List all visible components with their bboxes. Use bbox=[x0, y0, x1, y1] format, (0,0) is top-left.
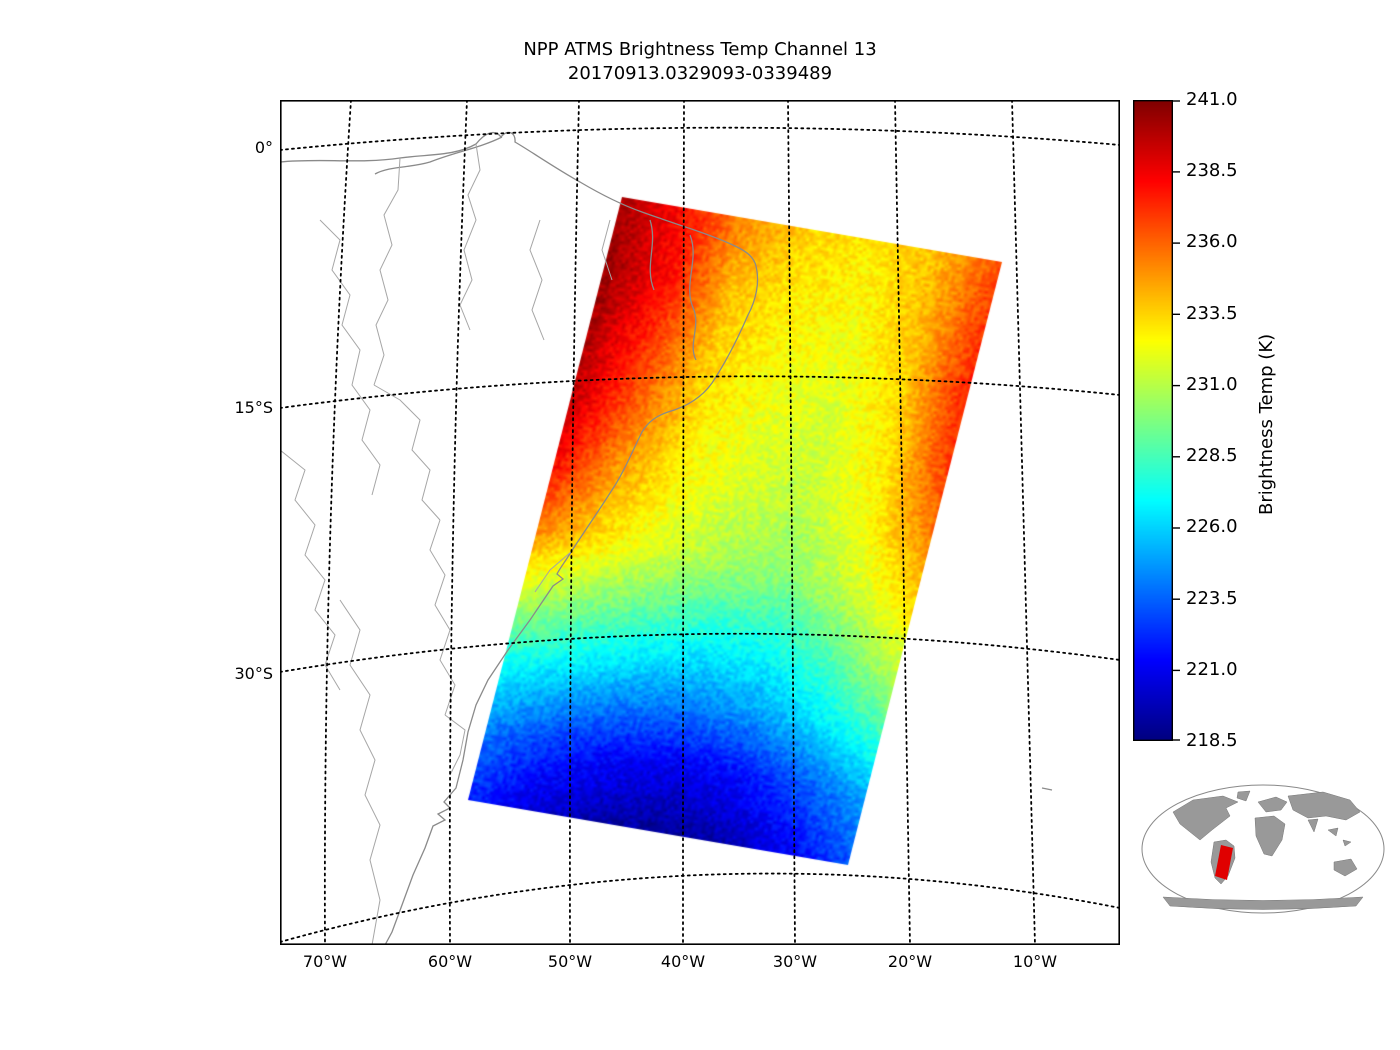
continent-europe bbox=[1257, 796, 1288, 813]
continent-north-america bbox=[1172, 795, 1239, 841]
map-overlay bbox=[280, 100, 1120, 945]
lon-gridline-70w bbox=[323, 100, 352, 945]
lat-tick-15s: 15°S bbox=[234, 398, 273, 417]
lon-tick-10w: 10°W bbox=[1012, 952, 1058, 971]
lon-tick-20w: 20°W bbox=[887, 952, 933, 971]
amazon-river-path bbox=[374, 136, 503, 175]
cb-tick-241: 241.0 bbox=[1186, 89, 1238, 110]
chart-subtitle: 20170913.0329093-0339489 bbox=[567, 63, 833, 84]
cb-tick-223-5: 223.5 bbox=[1186, 588, 1238, 609]
continent-australia bbox=[1333, 858, 1358, 877]
cb-tick-221: 221.0 bbox=[1186, 659, 1238, 680]
lon-gridline-50w bbox=[569, 100, 580, 945]
river-path bbox=[649, 219, 655, 291]
coastline-path bbox=[280, 131, 759, 945]
country-borders bbox=[280, 143, 613, 945]
border-path bbox=[444, 714, 466, 776]
border-path bbox=[319, 219, 381, 496]
continent-se-asia bbox=[1327, 827, 1339, 837]
colorbar-tick-marks bbox=[1173, 100, 1180, 741]
border-path bbox=[429, 519, 456, 716]
border-path bbox=[373, 157, 401, 386]
lon-gridline-60w bbox=[448, 100, 468, 945]
graticule bbox=[280, 100, 1120, 945]
cb-tick-233-5: 233.5 bbox=[1186, 303, 1238, 324]
colorbar-axis-label: Brightness Temp (K) bbox=[1256, 333, 1277, 515]
map-plot-area bbox=[280, 100, 1120, 945]
lon-tick-50w: 50°W bbox=[547, 952, 593, 971]
chart-title: NPP ATMS Brightness Temp Channel 13 bbox=[523, 39, 877, 60]
border-path bbox=[534, 551, 572, 593]
colorbar bbox=[1133, 100, 1173, 741]
river-path bbox=[689, 234, 697, 361]
continent-antarctica bbox=[1162, 896, 1364, 910]
border-path bbox=[601, 219, 613, 281]
border-path bbox=[459, 143, 481, 331]
lat-gridline-15s bbox=[280, 375, 1120, 409]
border-path bbox=[339, 599, 381, 945]
continent-indonesia bbox=[1342, 839, 1352, 847]
globe-locator-inset bbox=[1141, 784, 1385, 914]
lat-gridline-45s bbox=[280, 872, 1120, 943]
cb-tick-238-5: 238.5 bbox=[1186, 160, 1238, 181]
inset-continents bbox=[1162, 790, 1364, 910]
continent-india bbox=[1307, 818, 1319, 833]
lat-tick-0: 0° bbox=[254, 138, 273, 157]
colorbar-gradient-canvas bbox=[1133, 100, 1173, 741]
cb-tick-231: 231.0 bbox=[1186, 374, 1238, 395]
cb-tick-236: 236.0 bbox=[1186, 231, 1238, 252]
lon-gridline-30w bbox=[787, 100, 796, 945]
inset-swath-highlight bbox=[1215, 845, 1233, 880]
swath-heatmap-canvas bbox=[280, 100, 1120, 945]
lon-gridline-40w bbox=[682, 100, 685, 945]
axes-frame bbox=[280, 100, 1120, 945]
lon-gridline-10w bbox=[1011, 100, 1036, 945]
lat-gridline-30s bbox=[280, 632, 1120, 673]
lat-tick-30s: 30°S bbox=[234, 664, 273, 683]
coastlines bbox=[280, 131, 1053, 945]
colorbar-frame-ticks bbox=[1133, 100, 1180, 741]
continent-africa bbox=[1254, 815, 1286, 857]
lon-tick-40w: 40°W bbox=[660, 952, 706, 971]
lon-tick-60w: 60°W bbox=[427, 952, 473, 971]
lon-tick-30w: 30°W bbox=[772, 952, 818, 971]
lat-gridline-0 bbox=[280, 126, 1120, 151]
continent-asia bbox=[1287, 791, 1361, 821]
border-path bbox=[529, 219, 545, 341]
lon-gridline-20w bbox=[894, 100, 911, 945]
border-path bbox=[280, 449, 341, 691]
border-path bbox=[373, 384, 441, 521]
cb-tick-228-5: 228.5 bbox=[1186, 445, 1238, 466]
cb-tick-226: 226.0 bbox=[1186, 516, 1238, 537]
continent-greenland bbox=[1236, 790, 1251, 802]
colorbar-frame bbox=[1133, 100, 1173, 741]
island-path bbox=[1041, 787, 1053, 791]
lon-tick-70w: 70°W bbox=[302, 952, 348, 971]
cb-tick-218-5: 218.5 bbox=[1186, 730, 1238, 751]
